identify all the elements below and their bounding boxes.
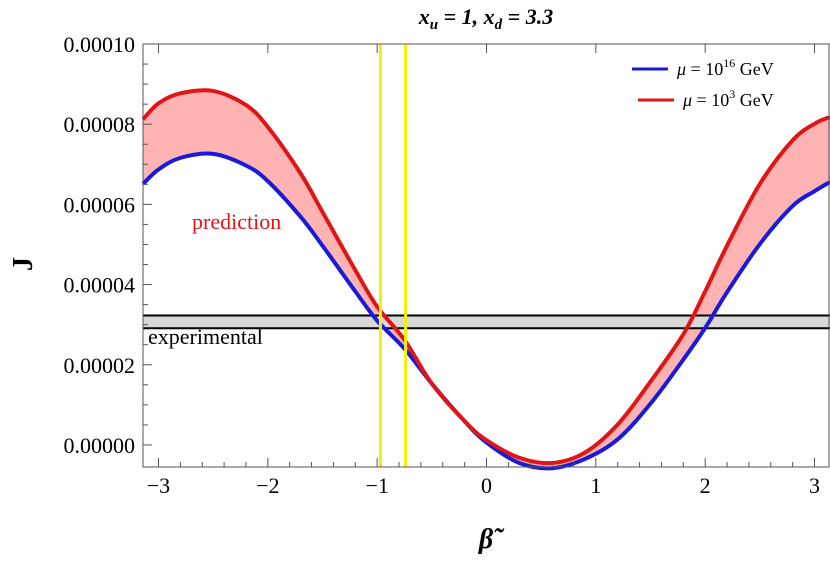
x-tick-label: −3 <box>147 473 170 498</box>
chart-title: xu = 1, xd = 3.3 <box>418 4 553 33</box>
x-tick-label: 3 <box>809 473 820 498</box>
y-axis-label: J <box>8 257 39 271</box>
experimental-label: experimental <box>148 324 263 349</box>
legend-label-mu-1e16: μ = 1016 GeV <box>676 56 774 79</box>
y-axis-ticks: 0.00000 0.00002 0.00004 0.00006 0.00008 0.000… <box>64 32 152 458</box>
y-tick-label: 0.00000 <box>64 433 136 458</box>
legend: μ = 1016 GeV μ = 103 GeV <box>632 56 774 110</box>
x-axis-label: β̃ <box>478 524 505 555</box>
series-line-mu-1e3 <box>141 88 830 466</box>
x-tick-label: 0 <box>481 473 492 498</box>
x-tick-label: 2 <box>700 473 711 498</box>
vertical-lines <box>378 44 408 467</box>
prediction-band-fill <box>143 90 830 469</box>
series-line-mu-1e16 <box>141 151 830 471</box>
y-tick-label: 0.00002 <box>64 353 136 378</box>
y-tick-label: 0.00006 <box>64 192 136 217</box>
x-tick-label: −1 <box>365 473 388 498</box>
y-tick-label: 0.00010 <box>64 32 136 57</box>
prediction-label: prediction <box>192 209 281 234</box>
legend-label-mu-1e3: μ = 103 GeV <box>682 87 774 110</box>
experimental-band <box>143 315 830 329</box>
x-tick-label: 1 <box>590 473 601 498</box>
y-tick-label: 0.00004 <box>64 273 136 298</box>
x-tick-label: −2 <box>256 473 279 498</box>
x-axis-ticks: −3 −2 −1 0 1 2 3 <box>147 44 820 498</box>
y-tick-label: 0.00008 <box>64 112 136 137</box>
